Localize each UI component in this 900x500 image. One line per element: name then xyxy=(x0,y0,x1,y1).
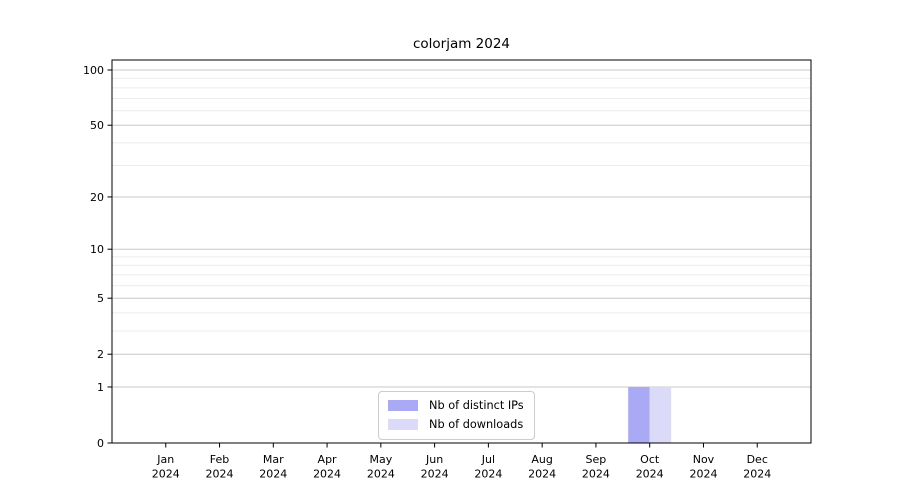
y-tick-label: 50 xyxy=(90,119,104,132)
x-tick-label-month: Jul xyxy=(481,453,495,466)
x-tick-label-month: Sep xyxy=(586,453,607,466)
x-tick-label-year: 2024 xyxy=(313,468,341,481)
y-tick-label: 5 xyxy=(97,292,104,305)
x-tick-label-month: Dec xyxy=(747,453,768,466)
chart-title: colorjam 2024 xyxy=(412,36,511,52)
x-tick-label-month: Mar xyxy=(263,453,284,466)
x-tick-label-month: Jan xyxy=(156,453,174,466)
legend-label-distinct-ips: Nb of distinct IPs xyxy=(429,399,524,412)
y-tick-label: 100 xyxy=(83,64,104,77)
x-tick-label-month: Feb xyxy=(210,453,229,466)
x-tick-label-year: 2024 xyxy=(367,468,395,481)
x-tick-label-year: 2024 xyxy=(421,468,449,481)
x-tick-label-month: Jun xyxy=(425,453,443,466)
y-tick-label: 20 xyxy=(90,191,104,204)
x-tick-label-month: Aug xyxy=(531,453,552,466)
x-tick-label-year: 2024 xyxy=(528,468,556,481)
x-tick-label-year: 2024 xyxy=(474,468,502,481)
x-tick-label-year: 2024 xyxy=(582,468,610,481)
bar-distinct-ips xyxy=(628,386,650,443)
legend-swatch-downloads xyxy=(388,419,418,430)
x-tick-label-year: 2024 xyxy=(636,468,664,481)
x-tick-label-month: Apr xyxy=(318,453,338,466)
x-tick-label-year: 2024 xyxy=(259,468,287,481)
x-tick-label-month: Nov xyxy=(693,453,715,466)
y-tick-label: 0 xyxy=(97,437,104,450)
bar-downloads xyxy=(649,386,672,443)
legend-swatch-distinct-ips xyxy=(388,400,418,411)
x-tick-label-year: 2024 xyxy=(689,468,717,481)
x-tick-label-month: Oct xyxy=(640,453,660,466)
legend-item-distinct-ips: Nb of distinct IPs xyxy=(388,397,524,414)
legend-label-downloads: Nb of downloads xyxy=(429,418,524,431)
x-tick-label-year: 2024 xyxy=(152,468,180,481)
legend: Nb of distinct IPs Nb of downloads xyxy=(378,391,535,440)
x-tick-label-month: May xyxy=(369,453,392,466)
y-tick-label: 2 xyxy=(97,348,104,361)
y-tick-label: 10 xyxy=(90,243,104,256)
x-tick-label-year: 2024 xyxy=(743,468,771,481)
legend-item-downloads: Nb of downloads xyxy=(388,416,524,433)
plot-frame xyxy=(111,59,812,444)
y-tick-label: 1 xyxy=(97,381,104,394)
x-tick-label-year: 2024 xyxy=(206,468,234,481)
